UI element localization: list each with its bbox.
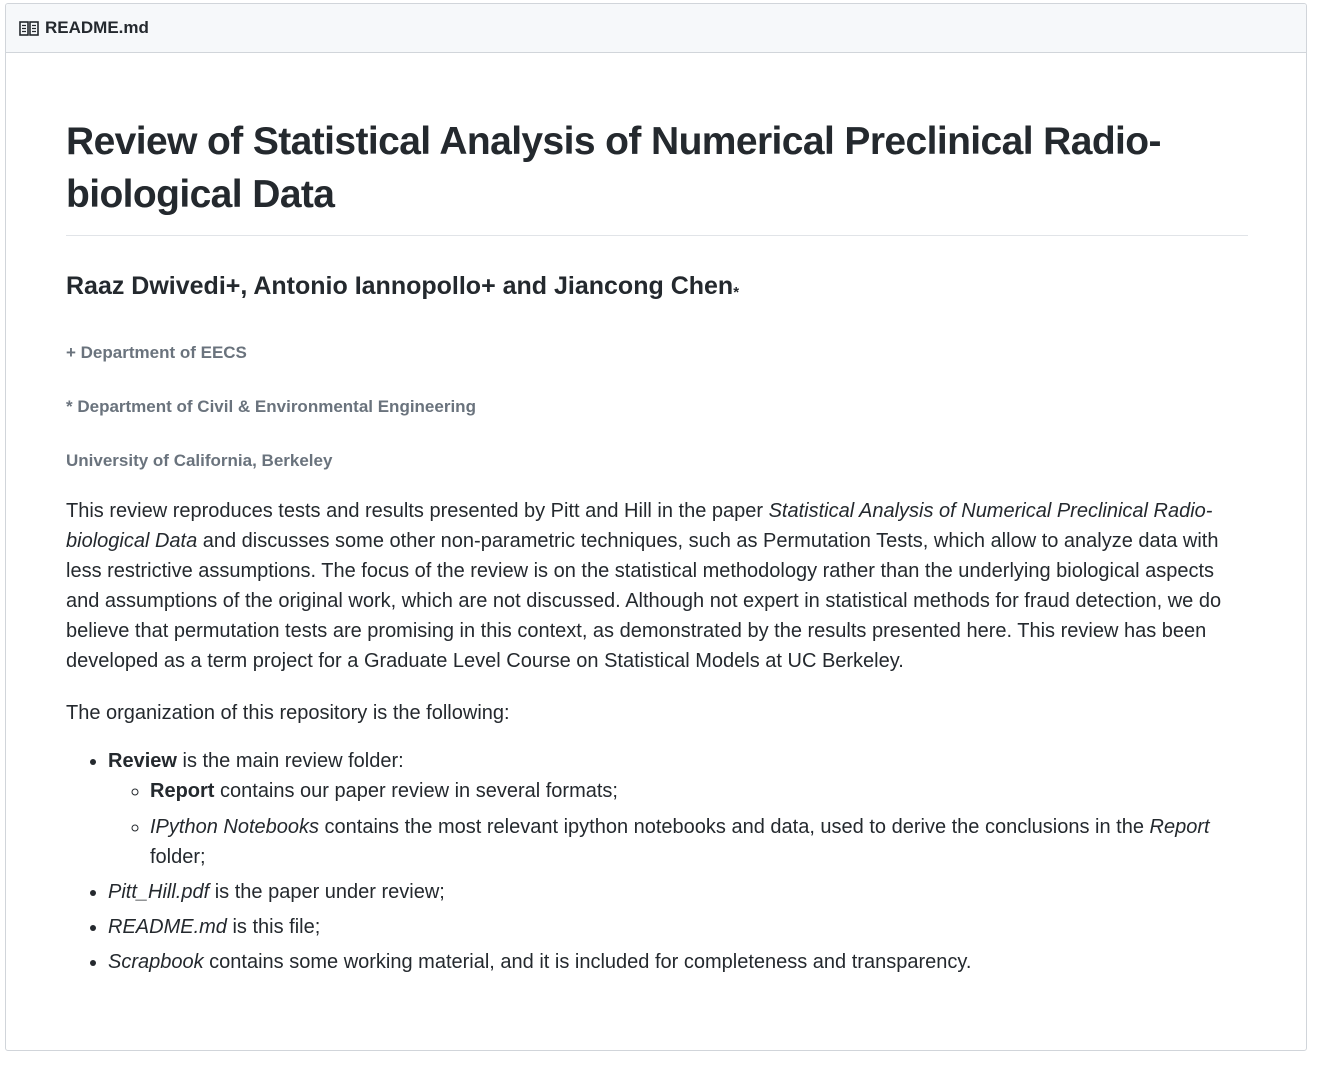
book-icon xyxy=(19,20,39,36)
pitt-hill-name: Pitt_Hill.pdf xyxy=(108,881,210,903)
scrapbook-name: Scrapbook xyxy=(108,951,204,973)
pitt-hill-desc: is the paper under review; xyxy=(209,881,445,903)
abstract-paragraph: This review reproduces tests and results… xyxy=(66,496,1248,676)
abstract-part2: and discusses some other non-parametric … xyxy=(66,530,1222,672)
report-desc: contains our paper review in several for… xyxy=(214,780,618,802)
page-title: Review of Statistical Analysis of Numeri… xyxy=(66,115,1248,236)
list-item-readme: README.md is this file; xyxy=(108,912,1248,942)
list-item-scrapbook: Scrapbook contains some working material… xyxy=(108,947,1248,977)
readme-name: README.md xyxy=(108,916,227,938)
authors-heading: Raaz Dwivedi+, Antonio Iannopollo+ and J… xyxy=(66,270,1248,309)
notebooks-tail: folder; xyxy=(150,846,206,868)
list-item-notebooks: IPython Notebooks contains the most rele… xyxy=(150,812,1248,872)
report-name: Report xyxy=(150,780,215,802)
scrapbook-desc: contains some working material, and it i… xyxy=(203,951,972,973)
affiliation-university: University of California, Berkeley xyxy=(66,451,333,470)
review-sublist: Report contains our paper review in seve… xyxy=(108,776,1248,872)
organization-intro: The organization of this repository is t… xyxy=(66,702,510,724)
authors-marker: * xyxy=(733,284,740,301)
readme-desc: is this file; xyxy=(226,916,321,938)
authors-text: Raaz Dwivedi+, Antonio Iannopollo+ and J… xyxy=(66,272,734,300)
list-item-report: Report contains our paper review in seve… xyxy=(150,776,1248,806)
affiliation-civil: * Department of Civil & Environmental En… xyxy=(66,397,476,416)
repository-structure-list: Review is the main review folder: Report… xyxy=(66,746,1248,977)
notebooks-name: IPython Notebooks xyxy=(150,816,319,838)
review-name: Review xyxy=(108,750,177,772)
readme-content: Review of Statistical Analysis of Numeri… xyxy=(6,115,1306,977)
affiliation-eecs: + Department of EECS xyxy=(66,343,247,362)
abstract-part1: This review reproduces tests and results… xyxy=(66,500,769,522)
review-desc: is the main review folder: xyxy=(176,750,404,772)
list-item-pitt-hill: Pitt_Hill.pdf is the paper under review; xyxy=(108,877,1248,907)
notebooks-ref: Report xyxy=(1149,816,1210,838)
readme-file-name[interactable]: README.md xyxy=(45,18,149,37)
abstract-paper-title: Statistical Analysis of Numerical Precli… xyxy=(66,500,1213,552)
list-item-review: Review is the main review folder: Report… xyxy=(108,746,1248,872)
readme-header: README.md xyxy=(6,4,1306,53)
notebooks-desc: contains the most relevant ipython noteb… xyxy=(319,816,1150,838)
readme-container: README.md Review of Statistical Analysis… xyxy=(5,3,1307,1051)
